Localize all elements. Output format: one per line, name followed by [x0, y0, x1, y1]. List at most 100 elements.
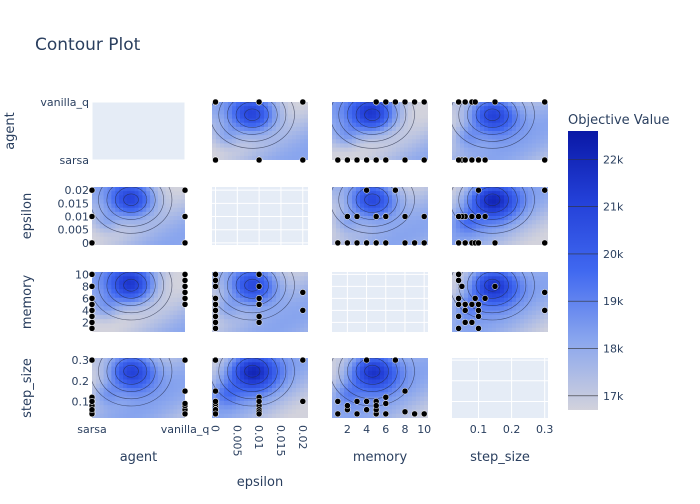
- contour-cell: [95, 392, 101, 398]
- contour-cell: [134, 323, 140, 329]
- contour-cell: [368, 102, 373, 107]
- contour-cell: [244, 392, 249, 398]
- contour-cell: [512, 228, 517, 234]
- trial-point: [455, 277, 462, 284]
- contour-cell: [126, 216, 132, 221]
- contour-cell: [488, 143, 493, 149]
- contour-cell: [146, 297, 151, 303]
- contour-cell: [280, 143, 285, 149]
- contour-cell: [500, 211, 505, 217]
- contour-cell: [396, 240, 401, 245]
- contour-cell: [276, 358, 281, 363]
- contour-cell: [236, 272, 241, 277]
- contour-cell: [107, 327, 112, 332]
- contour-cell: [304, 139, 308, 145]
- contour-cell: [150, 375, 155, 381]
- contour-cell: [138, 392, 143, 398]
- contour-cell: [292, 383, 297, 389]
- contour-cell: [388, 358, 393, 363]
- contour-cell: [352, 362, 357, 368]
- contour-cell: [360, 139, 365, 145]
- contour-line: [484, 108, 501, 121]
- contour-cell: [157, 370, 163, 376]
- contour-cell: [220, 388, 225, 393]
- colorbar-tick-label: 19k: [603, 295, 624, 308]
- contour-cell: [360, 151, 365, 157]
- contour-cell: [368, 392, 373, 398]
- contour-cell: [260, 131, 265, 136]
- contour-cell: [264, 139, 269, 145]
- contour-cell: [296, 114, 301, 120]
- contour-cell: [161, 375, 167, 381]
- contour-cell: [150, 191, 155, 196]
- trial-point: [88, 356, 96, 364]
- contour-cell: [103, 370, 109, 376]
- contour-cell: [496, 280, 501, 286]
- contour-cell: [392, 413, 397, 418]
- contour-cell: [492, 114, 497, 120]
- contour-cell: [300, 122, 305, 128]
- contour-cell: [480, 203, 485, 209]
- contour-cell: [161, 409, 167, 415]
- contour-cell: [340, 191, 345, 196]
- contour-cell: [452, 306, 457, 312]
- contour-cell: [300, 151, 305, 157]
- contour-cell: [216, 155, 221, 160]
- contour-cell: [360, 413, 365, 418]
- contour-cell: [424, 366, 428, 372]
- contour-cell: [126, 392, 132, 398]
- contour-cell: [476, 228, 481, 234]
- contour-cell: [472, 224, 477, 230]
- contour-cell: [216, 409, 221, 415]
- contour-cell: [288, 413, 293, 418]
- contour-cell: [368, 126, 373, 132]
- contour-cell: [150, 297, 155, 303]
- contour-cell: [134, 224, 140, 230]
- contour-cell: [472, 131, 477, 136]
- contour-cell: [516, 232, 521, 238]
- contour-cell: [480, 302, 485, 307]
- contour-cell: [224, 358, 229, 363]
- contour-cell: [392, 211, 397, 217]
- contour-cell: [512, 191, 517, 196]
- contour-cell: [272, 276, 277, 282]
- contour-cell: [134, 199, 140, 205]
- contour-cell: [280, 396, 285, 402]
- contour-cell: [99, 358, 105, 363]
- y-tick-label: sarsa: [60, 154, 89, 167]
- contour-cell: [416, 207, 421, 213]
- contour-cell: [500, 224, 505, 230]
- contour-cell: [492, 319, 497, 325]
- contour-cell: [420, 203, 425, 209]
- contour-cell: [236, 396, 241, 402]
- contour-cell: [264, 405, 269, 411]
- contour-cell: [508, 228, 513, 234]
- trial-point: [401, 156, 409, 164]
- contour-cell: [284, 370, 289, 376]
- contour-cell: [154, 216, 159, 221]
- contour-cell: [130, 323, 136, 329]
- contour-cell: [540, 147, 545, 153]
- contour-cell: [256, 358, 261, 363]
- contour-cell: [142, 409, 147, 415]
- contour-cell: [356, 122, 361, 128]
- contour-cell: [480, 139, 485, 145]
- contour-cell: [292, 405, 297, 411]
- contour-cell: [372, 358, 377, 363]
- trial-point: [181, 271, 189, 278]
- contour-cell: [336, 102, 341, 107]
- contour-cell: [288, 151, 293, 157]
- contour-cell: [408, 379, 413, 385]
- contour-cell: [146, 358, 151, 363]
- contour-cell: [460, 297, 465, 303]
- contour-cell: [304, 118, 308, 124]
- contour-cell: [424, 139, 428, 145]
- contour-cell: [272, 314, 277, 320]
- contour-cell: [380, 216, 385, 221]
- contour-cell: [292, 314, 297, 320]
- contour-line: [338, 358, 407, 400]
- contour-cell: [496, 187, 501, 192]
- contour-cell: [150, 293, 155, 299]
- contour-cell: [456, 220, 461, 225]
